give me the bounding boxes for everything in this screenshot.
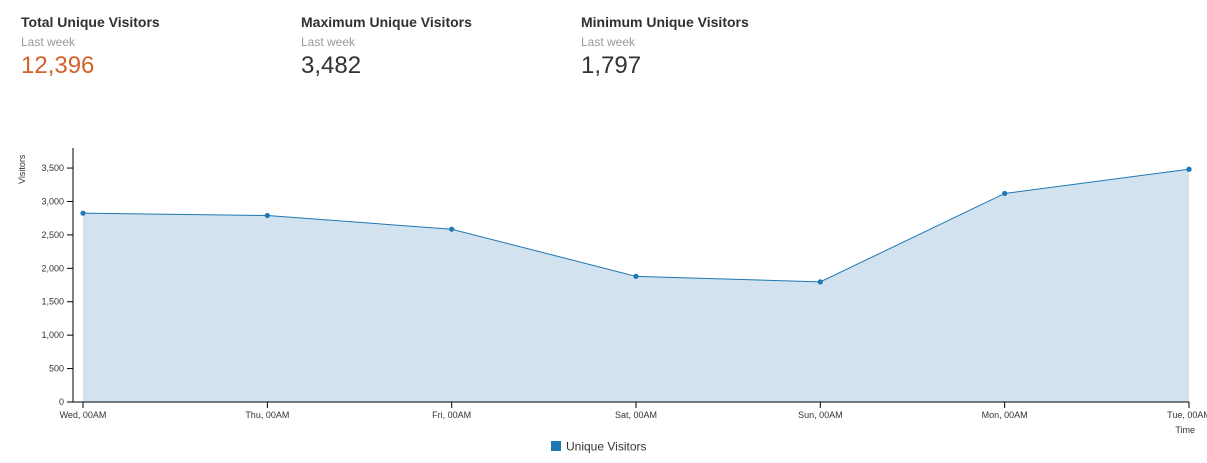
visitors-area-chart: 0 500 1,000 1,500 2,000 2,500 3,000 3,500 Wed, … [17, 148, 1207, 454]
x-tick-label: Thu, 00AM [245, 410, 289, 420]
x-tick: Sun, 00AM [798, 402, 843, 420]
x-tick-label: Sat, 00AM [615, 410, 657, 420]
plot-area [80, 166, 1192, 402]
x-tick: Tue, 00AM [1167, 402, 1207, 420]
stat-min-visitors: Minimum Unique Visitors Last week 1,797 [581, 12, 749, 81]
y-tick: 3,000 [41, 196, 73, 206]
x-tick: Fri, 00AM [432, 402, 471, 420]
data-point[interactable] [449, 226, 455, 232]
x-tick-label: Sun, 00AM [798, 410, 843, 420]
data-point[interactable] [264, 212, 270, 219]
y-tick-label: 1,000 [41, 330, 64, 340]
stat-period: Last week [21, 35, 76, 49]
x-tick-label: Wed, 00AM [60, 410, 107, 420]
y-tick-label: 1,500 [41, 297, 64, 307]
x-axis-label: Time [1175, 425, 1195, 435]
data-point[interactable] [1002, 190, 1008, 197]
y-tick: 3,500 [41, 163, 73, 173]
x-tick-label: Mon, 00AM [982, 410, 1028, 420]
data-point[interactable] [1186, 166, 1192, 172]
stat-value: 1,797 [581, 52, 642, 79]
x-tick-label: Tue, 00AM [1167, 410, 1207, 420]
x-tick: Sat, 00AM [615, 402, 657, 420]
x-tick-label: Fri, 00AM [432, 410, 471, 420]
stat-title: Maximum Unique Visitors [301, 14, 472, 30]
y-tick: 500 [49, 364, 73, 374]
stat-title: Minimum Unique Visitors [581, 14, 749, 30]
stat-period: Last week [301, 35, 356, 49]
y-axis: 0 500 1,000 1,500 2,000 2,500 3,000 3,500 [41, 148, 74, 407]
y-tick: 1,000 [41, 330, 73, 340]
y-tick-label: 3,500 [41, 163, 64, 173]
legend-swatch [551, 441, 561, 451]
series-area [83, 169, 1189, 402]
y-tick-label: 2,500 [41, 230, 64, 240]
stat-period: Last week [581, 35, 636, 49]
stat-title: Total Unique Visitors [21, 14, 160, 30]
y-axis-label: Visitors [17, 154, 27, 184]
y-tick: 2,500 [41, 230, 73, 240]
y-tick: 1,500 [41, 297, 73, 307]
stat-total-visitors: Total Unique Visitors Last week 12,396 [21, 12, 160, 81]
y-tick: 0 [59, 397, 73, 407]
legend[interactable]: Unique Visitors [551, 440, 646, 454]
stat-value: 3,482 [301, 52, 362, 79]
y-tick-label: 2,000 [41, 263, 64, 273]
x-tick: Wed, 00AM [60, 402, 107, 420]
stat-max-visitors: Maximum Unique Visitors Last week 3,482 [301, 12, 472, 81]
y-tick-label: 0 [59, 397, 64, 407]
x-axis: Wed, 00AM Thu, 00AM Fri, 00AM Sat, 00AM Sun,… [60, 401, 1207, 420]
stat-value: 12,396 [21, 52, 95, 79]
y-tick-label: 500 [49, 364, 64, 374]
x-tick: Mon, 00AM [982, 402, 1028, 420]
legend-label: Unique Visitors [566, 440, 646, 454]
data-point[interactable] [80, 210, 86, 216]
x-tick: Thu, 00AM [245, 402, 289, 420]
data-point[interactable] [817, 279, 823, 285]
data-point[interactable] [633, 273, 639, 279]
y-tick-label: 3,000 [41, 196, 64, 206]
y-tick: 2,000 [41, 263, 73, 273]
